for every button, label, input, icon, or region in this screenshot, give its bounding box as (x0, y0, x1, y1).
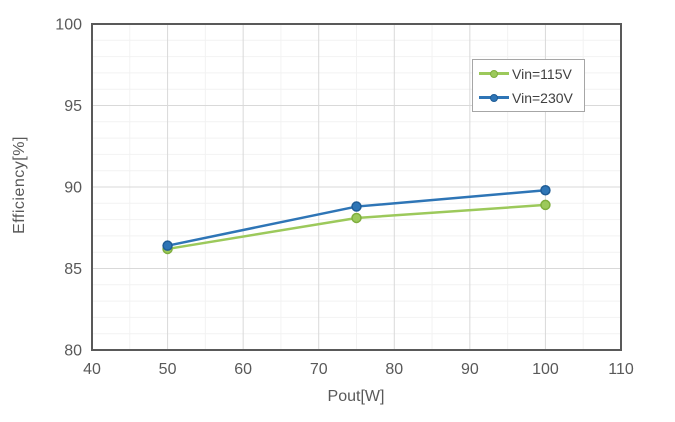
legend-item-vin-115v: Vin=115V (479, 65, 584, 83)
legend-marker-icon (490, 69, 498, 78)
data-point-vin-230v-50 (162, 240, 173, 251)
y-tick-label: 80 (64, 343, 82, 360)
legend-marker-icon (490, 93, 498, 102)
x-tick-label: 50 (159, 361, 177, 378)
y-axis-title: Efficiency[%] (11, 136, 28, 234)
x-tick-label: 60 (234, 361, 252, 378)
x-tick-label: 110 (608, 361, 634, 378)
y-tick-label: 95 (64, 98, 82, 115)
legend-item-vin-230v: Vin=230V (479, 89, 584, 107)
data-point-vin-115v-75 (351, 212, 362, 224)
legend-label: Vin=115V (512, 65, 572, 82)
x-tick-label: 100 (532, 361, 559, 378)
x-tick-label: 40 (83, 361, 101, 378)
legend-line-sample-icon (479, 69, 509, 78)
x-tick-label: 90 (461, 361, 479, 378)
y-tick-label: 90 (64, 180, 82, 197)
legend-line-sample-icon (479, 93, 509, 102)
x-tick-label: 70 (310, 361, 328, 378)
x-tick-label: 80 (385, 361, 403, 378)
data-point-vin-115v-100 (540, 199, 551, 211)
y-tick-label: 85 (64, 261, 82, 278)
data-point-vin-230v-100 (540, 185, 551, 196)
x-axis-title: Pout[W] (327, 388, 385, 405)
legend: Vin=115V Vin=230V (472, 59, 585, 112)
data-point-vin-230v-75 (351, 201, 362, 212)
legend-label: Vin=230V (512, 89, 573, 106)
y-tick-label: 100 (55, 17, 82, 34)
plot-border (91, 23, 622, 351)
